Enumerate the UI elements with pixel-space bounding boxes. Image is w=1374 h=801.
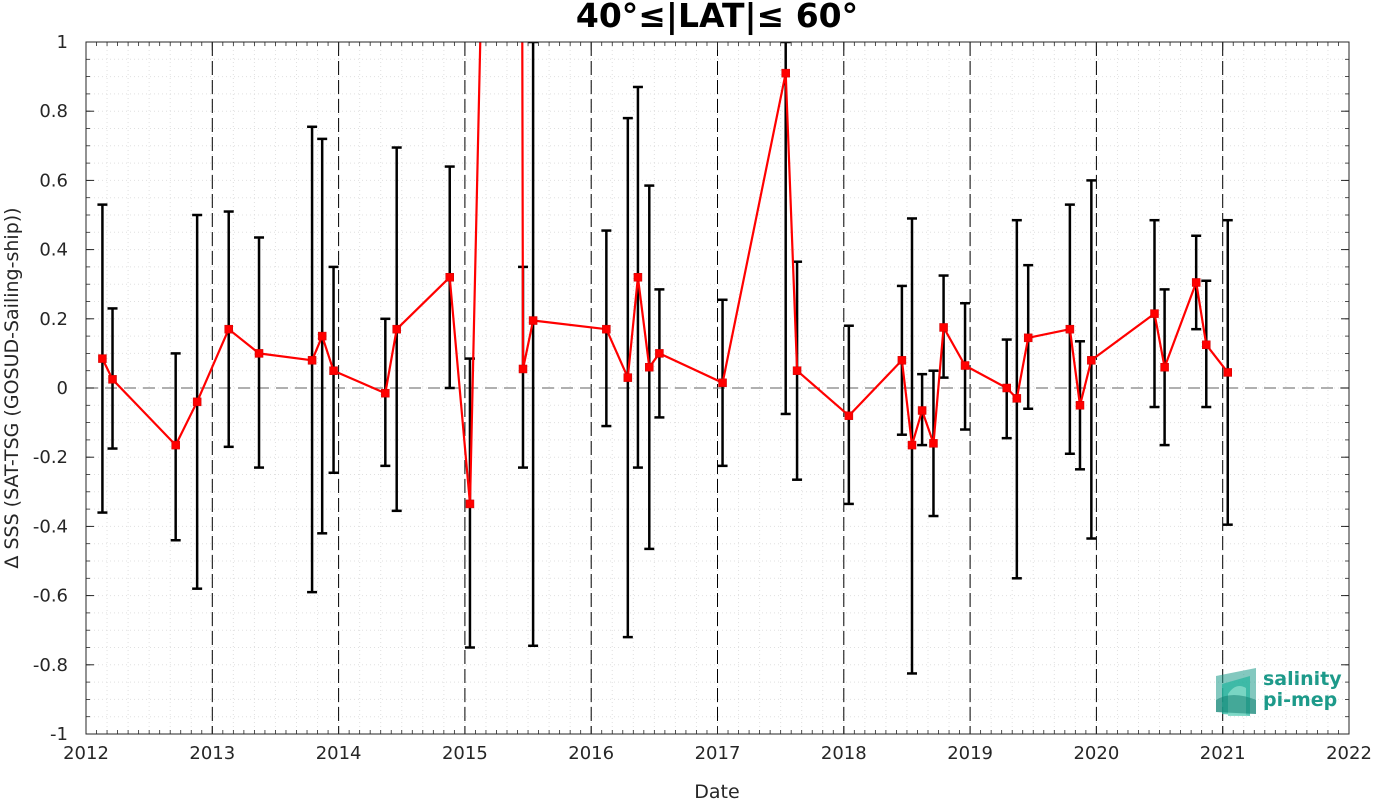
data-point-marker — [1223, 368, 1233, 377]
x-tick-label: 2014 — [316, 743, 362, 764]
x-tick-label: 2020 — [1073, 743, 1119, 764]
data-point-marker — [907, 440, 917, 450]
data-point-marker — [465, 499, 475, 509]
x-tick-label: 2018 — [821, 743, 867, 764]
data-point-marker — [1150, 309, 1159, 318]
x-tick-label: 2021 — [1200, 743, 1246, 764]
salinity-pi-mep-logo: salinity pi-mep — [1216, 668, 1342, 716]
data-point-marker — [602, 324, 611, 334]
data-point-marker — [960, 361, 970, 370]
y-axis-label: Δ SSS (SAT-TSG (GOSUD-Sailing-ship)) — [1, 207, 23, 568]
data-point-marker — [939, 323, 948, 332]
data-point-marker — [1202, 340, 1211, 349]
data-point-marker — [445, 273, 454, 282]
x-axis-label: Date — [694, 781, 739, 801]
data-point-marker — [1087, 356, 1096, 365]
y-tick-label: -0.8 — [33, 655, 68, 676]
x-axis-ticks: 2012 2013 2014 2015 2016 2017 2018 2019 2020 2021… — [63, 42, 1372, 764]
data-point-marker — [171, 440, 180, 450]
data-point-marker — [633, 273, 643, 282]
data-point-marker — [329, 366, 338, 375]
data-point-marker — [1075, 401, 1085, 410]
data-point-marker — [98, 354, 107, 363]
data-point-marker — [623, 373, 633, 382]
error-bar — [780, 42, 791, 416]
data-point-marker — [1002, 383, 1011, 393]
data-point-marker — [645, 362, 654, 372]
data-point-marker — [929, 439, 938, 448]
data-point-marker — [192, 397, 202, 407]
data-point-marker — [792, 366, 802, 375]
y-tick-label: 0 — [57, 378, 68, 399]
x-tick-label: 2016 — [568, 743, 614, 764]
data-point-marker — [108, 375, 117, 384]
data-point-marker — [518, 364, 528, 374]
data-point-marker — [307, 356, 317, 365]
chart-title: 40°≤|LAT|≤ 60° — [576, 0, 858, 35]
data-markers — [98, 68, 1233, 509]
data-point-marker — [781, 68, 790, 78]
data-point-marker — [1065, 324, 1075, 334]
y-tick-label: 0.8 — [39, 101, 68, 122]
y-tick-label: -0.4 — [33, 516, 68, 537]
logo-wave-icon — [1216, 668, 1256, 716]
data-point-marker — [1023, 333, 1033, 343]
y-tick-label: -1 — [50, 724, 68, 745]
data-point-marker — [1160, 362, 1169, 372]
logo-text-salinity: salinity — [1263, 668, 1342, 690]
data-point-marker — [897, 356, 907, 365]
x-tick-label: 2015 — [442, 743, 488, 764]
y-tick-label: 1 — [57, 32, 68, 53]
data-point-marker — [254, 349, 264, 358]
x-tick-label: 2012 — [63, 743, 109, 764]
data-point-marker — [718, 378, 727, 388]
data-point-marker — [392, 324, 401, 334]
data-point-marker — [917, 406, 927, 415]
logo-text-pimep: pi-mep — [1263, 689, 1337, 711]
x-tick-label: 2019 — [947, 743, 993, 764]
y-tick-label: 0.6 — [39, 170, 68, 191]
y-tick-label: -0.6 — [33, 586, 68, 607]
y-tick-label: 0.4 — [39, 240, 68, 261]
x-tick-label: 2017 — [695, 743, 741, 764]
y-axis-ticks: -1 -0.8 -0.6 -0.4 -0.2 0 0.2 0.4 0.6 0.8 1 — [33, 32, 1349, 745]
error-bar — [528, 42, 539, 648]
data-point-marker — [224, 324, 233, 334]
data-point-marker — [655, 349, 664, 358]
data-point-marker — [1012, 394, 1022, 403]
data-point-marker — [844, 411, 854, 420]
x-tick-label: 2022 — [1326, 743, 1372, 764]
y-tick-label: -0.2 — [33, 447, 68, 468]
data-point-marker — [1191, 278, 1201, 287]
data-point-marker — [528, 316, 538, 325]
data-point-marker — [317, 331, 327, 341]
data-point-marker — [381, 388, 390, 398]
y-tick-label: 0.2 — [39, 309, 68, 330]
x-tick-label: 2013 — [189, 743, 235, 764]
